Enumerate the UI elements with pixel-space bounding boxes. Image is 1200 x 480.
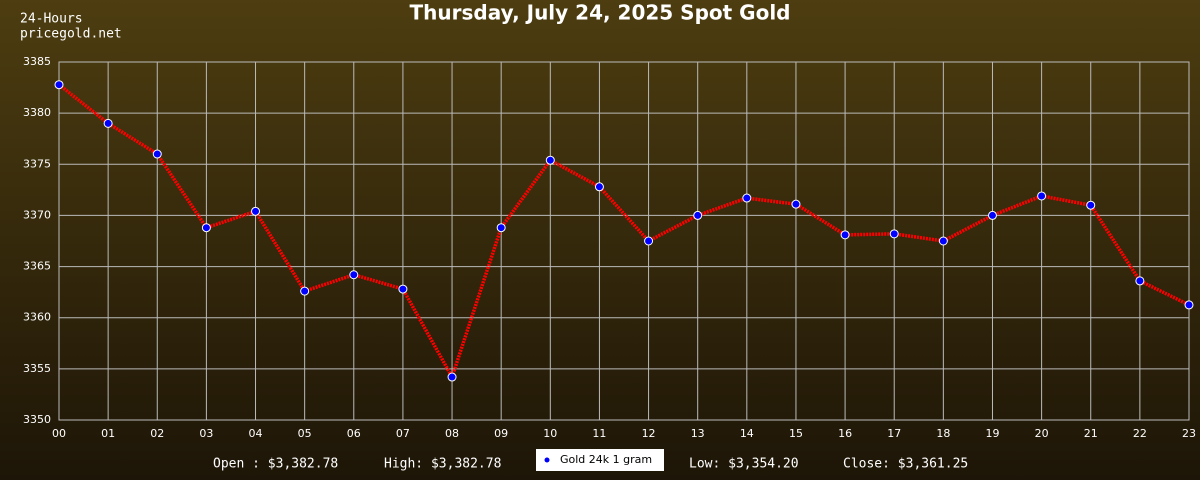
data-point	[889, 229, 899, 239]
legend-marker	[544, 457, 550, 463]
y-tick-label: 3370	[23, 208, 51, 221]
x-tick-label: 23	[1182, 427, 1196, 440]
y-tick-label: 3375	[23, 157, 51, 170]
y-tick-label: 3360	[23, 311, 51, 324]
x-tick-label: 12	[642, 427, 656, 440]
data-point	[840, 230, 850, 240]
data-point	[1086, 200, 1096, 210]
data-point	[938, 236, 948, 246]
x-tick-label: 13	[691, 427, 705, 440]
data-point	[742, 193, 752, 203]
data-point	[496, 223, 506, 233]
data-point	[103, 118, 113, 128]
x-tick-label: 06	[347, 427, 361, 440]
x-tick-label: 17	[887, 427, 901, 440]
data-point	[1184, 300, 1194, 310]
x-tick-label: 21	[1084, 427, 1098, 440]
y-tick-label: 3380	[23, 106, 51, 119]
data-point	[201, 223, 211, 233]
x-tick-label: 22	[1133, 427, 1147, 440]
data-point	[1037, 191, 1047, 201]
x-tick-label: 02	[150, 427, 164, 440]
data-point	[349, 270, 359, 280]
data-point	[545, 155, 555, 165]
x-tick-label: 05	[298, 427, 312, 440]
x-tick-label: 09	[494, 427, 508, 440]
x-tick-label: 08	[445, 427, 459, 440]
x-tick-label: 03	[199, 427, 213, 440]
stat-text: Close: $3,361.25	[843, 457, 968, 472]
legend-label: Gold 24k 1 gram	[560, 453, 652, 466]
chart-title: Thursday, July 24, 2025 Spot Gold	[410, 1, 791, 25]
x-tick-label: 20	[1035, 427, 1049, 440]
y-tick-label: 3350	[23, 413, 51, 426]
x-tick-label: 07	[396, 427, 410, 440]
data-point	[644, 236, 654, 246]
x-tick-label: 19	[985, 427, 999, 440]
header-line: pricegold.net	[20, 27, 122, 42]
x-tick-label: 00	[52, 427, 66, 440]
data-point	[791, 199, 801, 209]
data-point	[447, 372, 457, 382]
x-tick-label: 14	[740, 427, 754, 440]
x-tick-label: 10	[543, 427, 557, 440]
data-point	[987, 210, 997, 220]
legend-box	[536, 449, 664, 471]
x-tick-label: 11	[592, 427, 606, 440]
stat-text: High: $3,382.78	[384, 457, 501, 472]
x-tick-label: 04	[249, 427, 263, 440]
x-tick-label: 16	[838, 427, 852, 440]
stat-text: Open : $3,382.78	[213, 457, 338, 472]
data-point	[251, 206, 261, 216]
y-tick-label: 3365	[23, 260, 51, 273]
x-tick-label: 15	[789, 427, 803, 440]
data-point	[693, 210, 703, 220]
data-point	[594, 182, 604, 192]
data-point	[54, 80, 64, 90]
data-point	[398, 284, 408, 294]
y-tick-label: 3385	[23, 55, 51, 68]
stat-text: Low: $3,354.20	[689, 457, 799, 472]
data-point	[1135, 276, 1145, 286]
y-tick-label: 3355	[23, 362, 51, 375]
header-line: 24-Hours	[20, 12, 83, 27]
x-tick-label: 01	[101, 427, 115, 440]
series-line	[57, 83, 1190, 382]
x-tick-label: 18	[936, 427, 950, 440]
data-point	[152, 149, 162, 159]
data-point	[300, 286, 310, 296]
